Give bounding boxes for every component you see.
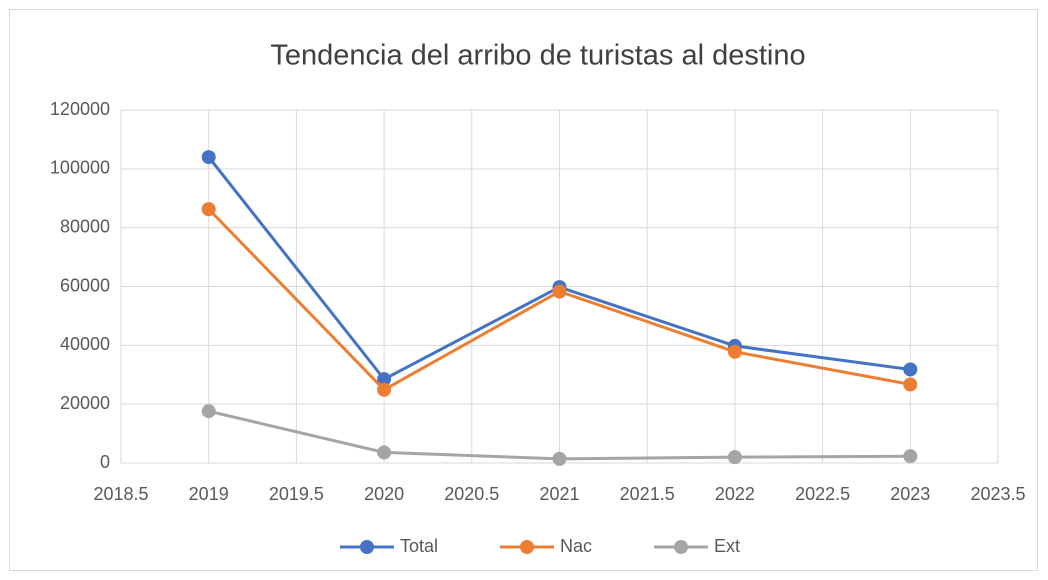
y-tick-label: 80000 xyxy=(60,216,110,236)
x-tick-label: 2019 xyxy=(189,484,229,504)
data-point xyxy=(552,284,567,299)
x-tick-label: 2020 xyxy=(364,484,404,504)
data-point xyxy=(201,150,216,165)
chart-title: Tendencia del arribo de turistas al dest… xyxy=(270,40,805,72)
x-tick-label: 2022.5 xyxy=(795,484,850,504)
data-point xyxy=(903,362,918,377)
chart-border xyxy=(9,9,1038,571)
data-point xyxy=(377,372,392,387)
y-tick-label: 60000 xyxy=(60,275,110,295)
x-tick-label: 2020.5 xyxy=(444,484,499,504)
data-point xyxy=(552,451,567,466)
data-point xyxy=(727,344,742,359)
x-tick-label: 2022 xyxy=(715,484,755,504)
data-point xyxy=(903,377,918,392)
data-point xyxy=(903,449,918,464)
y-tick-label: 120000 xyxy=(50,99,110,119)
data-point xyxy=(201,404,216,419)
y-tick-label: 0 xyxy=(100,452,110,472)
data-point xyxy=(377,382,392,397)
x-tick-label: 2019.5 xyxy=(269,484,324,504)
legend-label: Ext xyxy=(714,536,740,556)
legend-marker xyxy=(359,540,374,554)
legend-marker xyxy=(674,540,689,554)
data-point xyxy=(727,450,742,465)
x-tick-label: 2023.5 xyxy=(970,484,1025,504)
legend-marker xyxy=(520,540,534,554)
data-point xyxy=(377,445,392,460)
x-tick-label: 2021 xyxy=(539,484,579,504)
x-tick-label: 2021.5 xyxy=(620,484,675,504)
y-tick-label: 20000 xyxy=(60,393,110,413)
data-point xyxy=(201,202,216,217)
legend-label: Total xyxy=(400,536,438,556)
x-tick-label: 2018.5 xyxy=(93,484,148,504)
x-tick-label: 2023 xyxy=(890,484,930,504)
y-tick-label: 100000 xyxy=(50,158,110,178)
legend-label: Nac xyxy=(560,536,592,556)
y-tick-label: 40000 xyxy=(60,334,110,354)
